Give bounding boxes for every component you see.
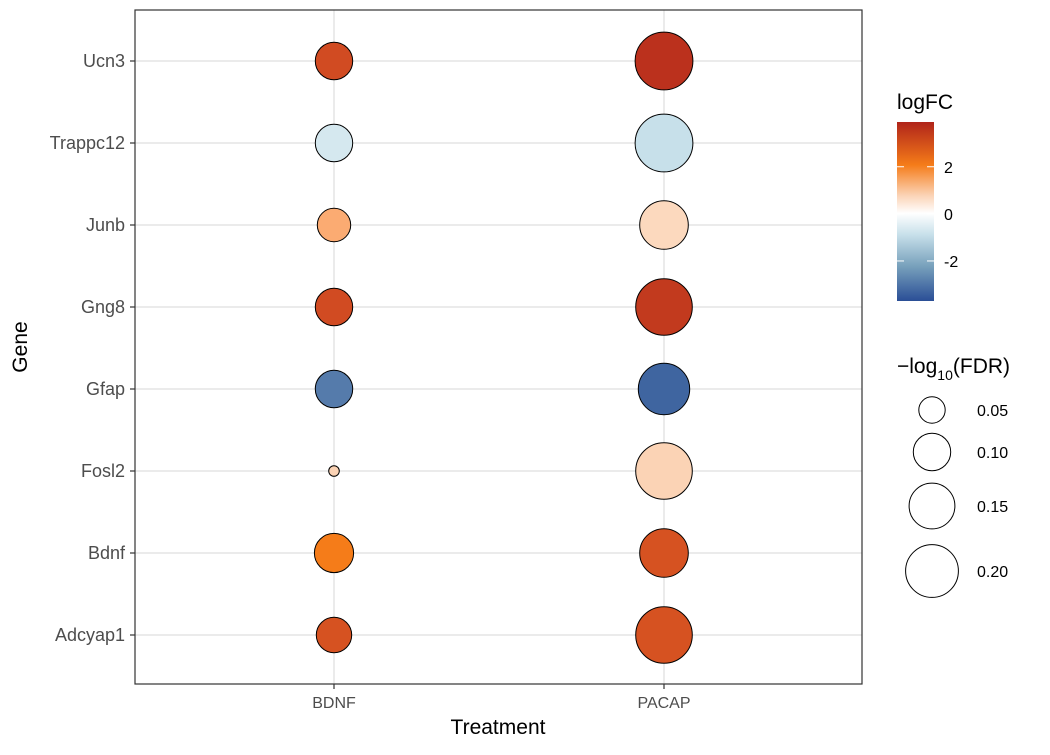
size-legend: −log10(FDR) 0.05 0.10 0.15 0.20 bbox=[897, 355, 1010, 598]
size-legend-key bbox=[905, 544, 959, 598]
data-point bbox=[313, 532, 355, 574]
y-tick-label: Gng8 bbox=[81, 297, 125, 317]
size-legend-keys: 0.05 0.10 0.15 0.20 bbox=[905, 396, 1008, 598]
data-point bbox=[314, 123, 354, 163]
data-point bbox=[315, 616, 353, 654]
y-tick-label: Bdnf bbox=[88, 543, 126, 563]
color-tick-label: 2 bbox=[944, 160, 953, 177]
color-legend-bar bbox=[897, 122, 934, 301]
size-legend-key bbox=[918, 396, 946, 424]
x-tick-labels: BDNF PACAP bbox=[312, 684, 691, 712]
y-tick-label: Ucn3 bbox=[83, 51, 125, 71]
size-legend-title: −log10(FDR) bbox=[897, 355, 1010, 383]
y-axis-title: Gene bbox=[9, 321, 32, 372]
x-tick-label: PACAP bbox=[637, 695, 690, 712]
y-tick-labels: Adcyap1 Bdnf Fosl2 Gfap Gng8 Junb Trappc12 Ucn3 bbox=[50, 51, 135, 645]
data-point bbox=[328, 465, 340, 477]
x-tick-label: BDNF bbox=[312, 695, 356, 712]
data-point bbox=[635, 278, 693, 336]
color-legend-ticks: 2 0 -2 bbox=[897, 160, 958, 271]
data-point bbox=[314, 41, 354, 81]
color-tick-label: -2 bbox=[944, 254, 958, 271]
color-tick-label: 0 bbox=[944, 207, 953, 224]
x-axis-title: Treatment bbox=[451, 716, 546, 739]
y-tick-label: Fosl2 bbox=[81, 461, 125, 481]
data-point bbox=[639, 528, 689, 578]
size-legend-title-prefix: −log bbox=[897, 355, 937, 378]
data-point bbox=[634, 31, 694, 91]
size-legend-label: 0.15 bbox=[977, 499, 1008, 516]
color-legend-title: logFC bbox=[897, 91, 953, 114]
grid-lines bbox=[135, 10, 862, 684]
size-legend-title-sub: 10 bbox=[937, 367, 953, 383]
panel-border bbox=[134, 9, 863, 685]
data-point bbox=[637, 362, 691, 416]
y-tick-label: Junb bbox=[86, 215, 125, 235]
data-points bbox=[313, 31, 694, 664]
data-point bbox=[635, 442, 693, 500]
data-point bbox=[634, 113, 694, 173]
data-point bbox=[314, 369, 354, 409]
size-legend-key bbox=[908, 482, 956, 530]
color-legend: logFC 2 0 -2 bbox=[897, 91, 958, 301]
size-legend-key bbox=[912, 432, 952, 472]
size-legend-title-suffix: (FDR) bbox=[953, 355, 1010, 378]
data-point bbox=[639, 200, 689, 250]
data-point bbox=[314, 287, 354, 327]
y-tick-label: Gfap bbox=[86, 379, 125, 399]
size-legend-label: 0.10 bbox=[977, 445, 1008, 462]
data-point bbox=[635, 606, 693, 664]
data-point bbox=[316, 207, 352, 243]
size-legend-label: 0.20 bbox=[977, 564, 1008, 581]
y-tick-label: Adcyap1 bbox=[55, 625, 125, 645]
y-tick-label: Trappc12 bbox=[50, 133, 125, 153]
size-legend-label: 0.05 bbox=[977, 403, 1008, 420]
